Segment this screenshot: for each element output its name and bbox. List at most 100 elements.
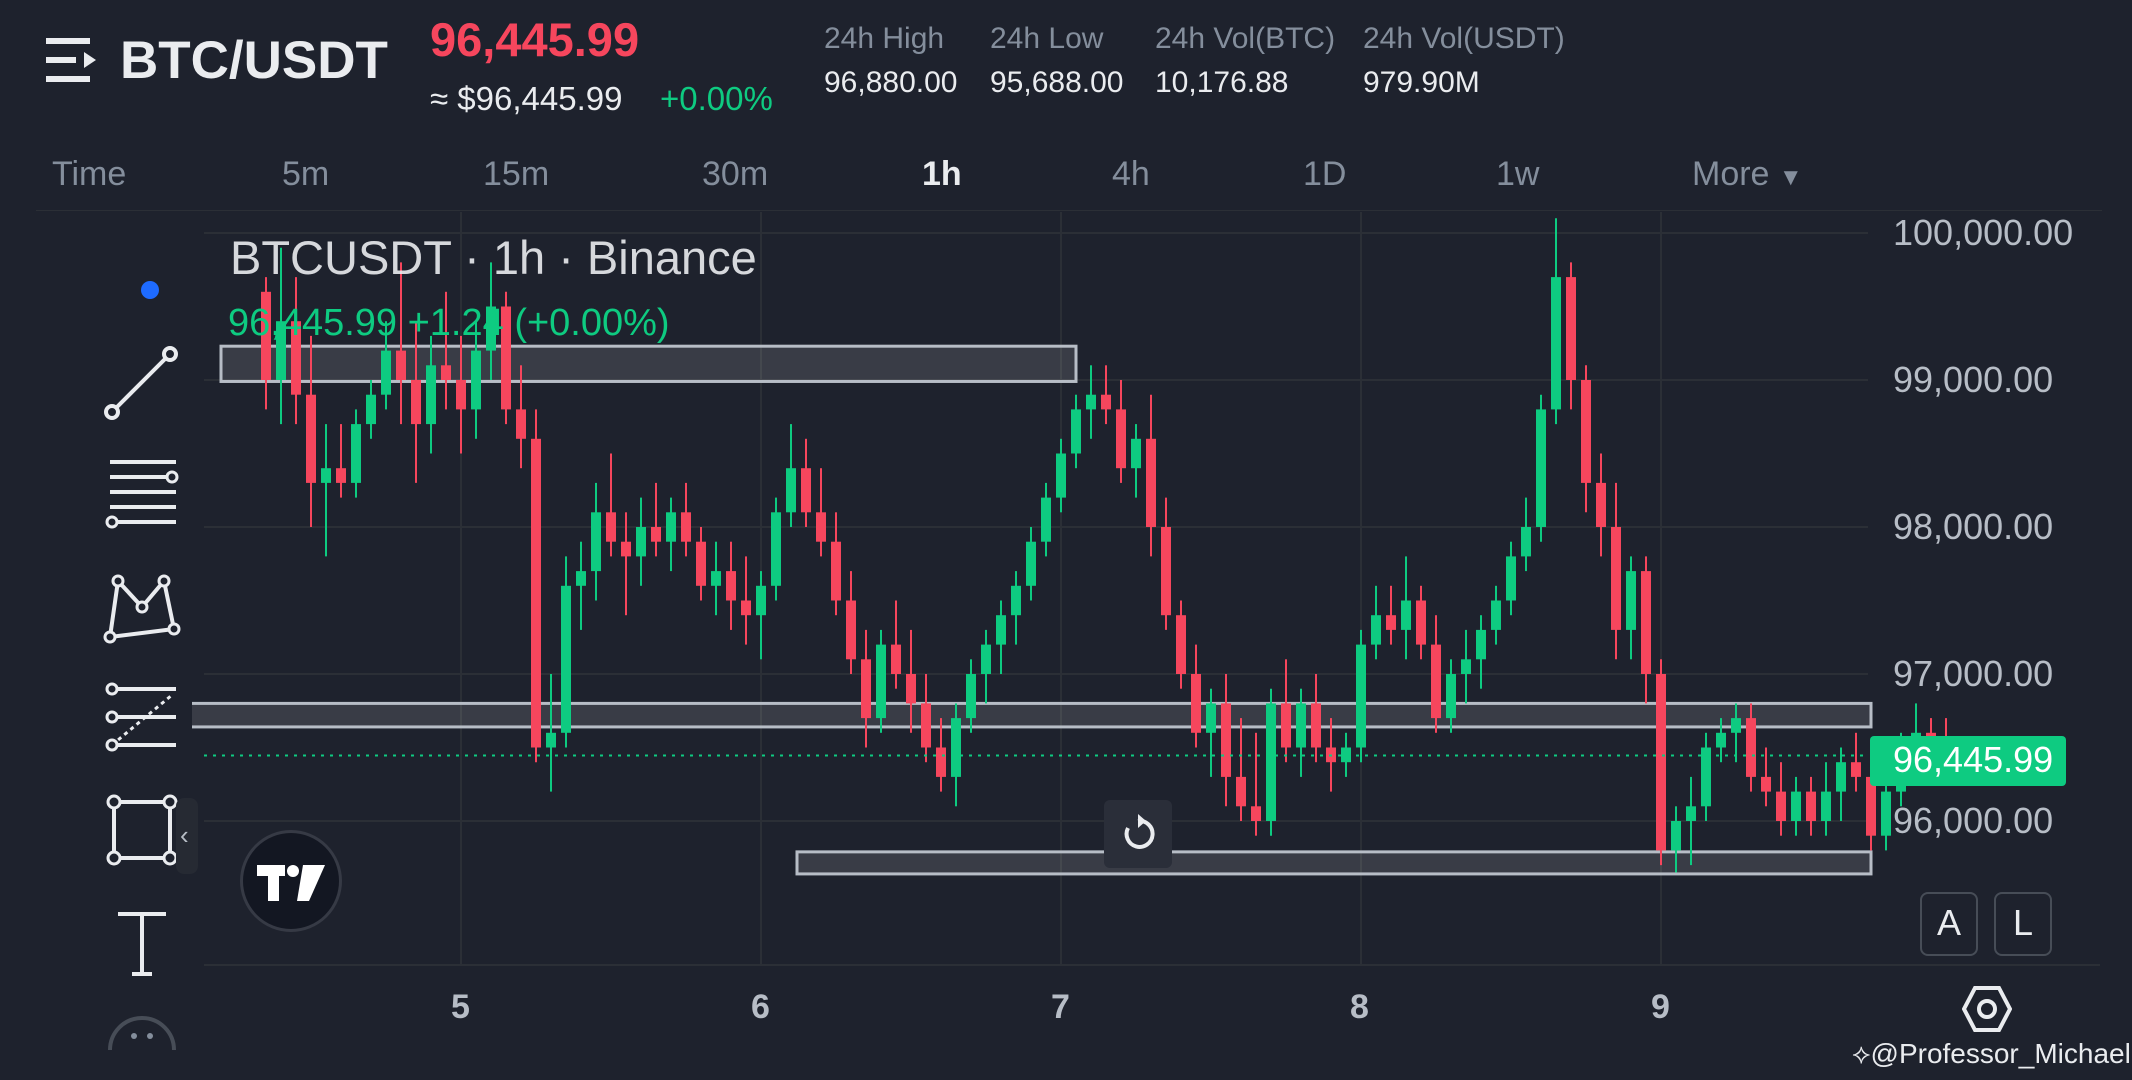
candle-body — [711, 571, 721, 586]
candle-down — [1761, 747, 1771, 807]
candle-body — [876, 644, 886, 719]
candle-down — [621, 512, 631, 616]
candle-up — [426, 335, 436, 454]
candle-up — [1731, 703, 1741, 763]
candle-body — [921, 703, 931, 748]
candle-up — [876, 629, 886, 733]
candle-body — [1491, 600, 1501, 630]
interval-4h[interactable]: 4h — [1112, 155, 1150, 193]
candle-body — [1011, 585, 1021, 616]
candle-up — [1536, 394, 1546, 542]
candle-body — [801, 468, 811, 513]
candle-body — [561, 585, 571, 733]
text-icon[interactable] — [102, 902, 182, 982]
candle-body — [516, 409, 526, 439]
candle-body — [1506, 556, 1516, 601]
stat-24h-vol-usdt-value: 979.90M — [1363, 66, 1480, 99]
pair-title[interactable]: BTC/USDT — [120, 31, 388, 90]
candle-down — [1431, 615, 1441, 733]
candle-up — [1401, 556, 1411, 660]
candle-down — [1806, 776, 1816, 836]
candle-body — [396, 350, 406, 380]
candle-down — [1386, 585, 1396, 645]
more-tools-icon[interactable] — [102, 998, 182, 1050]
candle-body — [1851, 762, 1861, 777]
candle-down — [1566, 262, 1576, 410]
horizontal-lines-icon[interactable] — [102, 452, 182, 532]
x-tick-label: 7 — [1051, 988, 1070, 1026]
candle-down — [516, 365, 526, 469]
candle-body — [651, 527, 661, 542]
trend-line-icon[interactable] — [102, 342, 182, 422]
candle-body — [1311, 703, 1321, 748]
toolbar-collapse-button[interactable]: ‹ — [176, 798, 198, 874]
candle-down — [1116, 380, 1126, 483]
interval-5m[interactable]: 5m — [282, 155, 330, 193]
interval-1w[interactable]: 1w — [1496, 155, 1540, 193]
auto-scale-button[interactable]: A — [1920, 892, 1978, 956]
interval-15m[interactable]: 15m — [483, 155, 550, 193]
candle-body — [966, 674, 976, 719]
y-tick-label: 98,000.00 — [1893, 506, 2054, 547]
candle-layer — [261, 218, 1966, 873]
interval-time[interactable]: Time — [52, 155, 127, 193]
candle-down — [531, 409, 541, 763]
candle-down — [441, 291, 451, 410]
interval-divider — [36, 210, 2102, 211]
interval-1d[interactable]: 1D — [1303, 155, 1347, 193]
candle-up — [1671, 806, 1681, 873]
candle-body — [1806, 791, 1816, 821]
interval-30m[interactable]: 30m — [702, 155, 769, 193]
candle-body — [1236, 776, 1246, 807]
last-price-tag-label: 96,445.99 — [1893, 739, 2054, 780]
candle-body — [936, 747, 946, 777]
menu-icon[interactable] — [46, 36, 98, 84]
candle-up — [1506, 541, 1516, 616]
dot-indicator-icon[interactable] — [100, 270, 200, 350]
candle-down — [1101, 365, 1111, 425]
last-price: 96,445.99 — [430, 13, 640, 66]
interval-more-label: More — [1692, 155, 1770, 193]
interval-more[interactable]: More ▼ — [1692, 155, 1803, 194]
candle-up — [996, 600, 1006, 674]
candle-body — [1731, 718, 1741, 733]
candle-up — [561, 556, 571, 748]
candle-up — [1626, 556, 1636, 660]
candle-down — [606, 453, 616, 557]
tradingview-logo — [240, 830, 342, 932]
last-price-tag — [1870, 736, 2066, 786]
stat-24h-vol-btc-label: 24h Vol(BTC) — [1155, 22, 1336, 55]
x-tick-label: 9 — [1651, 988, 1670, 1026]
candle-down — [831, 512, 841, 616]
candle-body — [1431, 644, 1441, 719]
candle-body — [1791, 791, 1801, 821]
candle-up — [771, 497, 781, 601]
candle-body — [636, 527, 646, 557]
candle-up — [1446, 659, 1456, 733]
candle-down — [1236, 718, 1246, 821]
candle-down — [651, 482, 661, 557]
candle-up — [1821, 762, 1831, 836]
rectangle-icon[interactable] — [102, 790, 182, 870]
candle-up — [471, 321, 481, 439]
reset-chart-button[interactable] — [1104, 800, 1172, 868]
candle-body — [1881, 791, 1891, 836]
candle-body — [576, 571, 586, 586]
candle-up — [576, 541, 586, 630]
log-scale-button[interactable]: L — [1994, 892, 2052, 956]
candle-up — [1461, 629, 1471, 704]
candle-body — [1131, 438, 1141, 469]
fib-tool-icon[interactable] — [102, 677, 182, 757]
candle-up — [381, 321, 391, 410]
pattern-icon[interactable] — [102, 567, 182, 647]
y-tick-label: 96,000.00 — [1893, 800, 2054, 841]
settings-icon[interactable] — [1962, 986, 2012, 1032]
candle-down — [306, 335, 316, 527]
candle-body — [1356, 644, 1366, 748]
interval-1h[interactable]: 1h — [922, 155, 962, 193]
chart-title: BTCUSDT · 1h · Binance — [230, 231, 757, 284]
candle-down — [1581, 365, 1591, 513]
candle-down — [411, 321, 421, 483]
candle-body — [1626, 571, 1636, 630]
